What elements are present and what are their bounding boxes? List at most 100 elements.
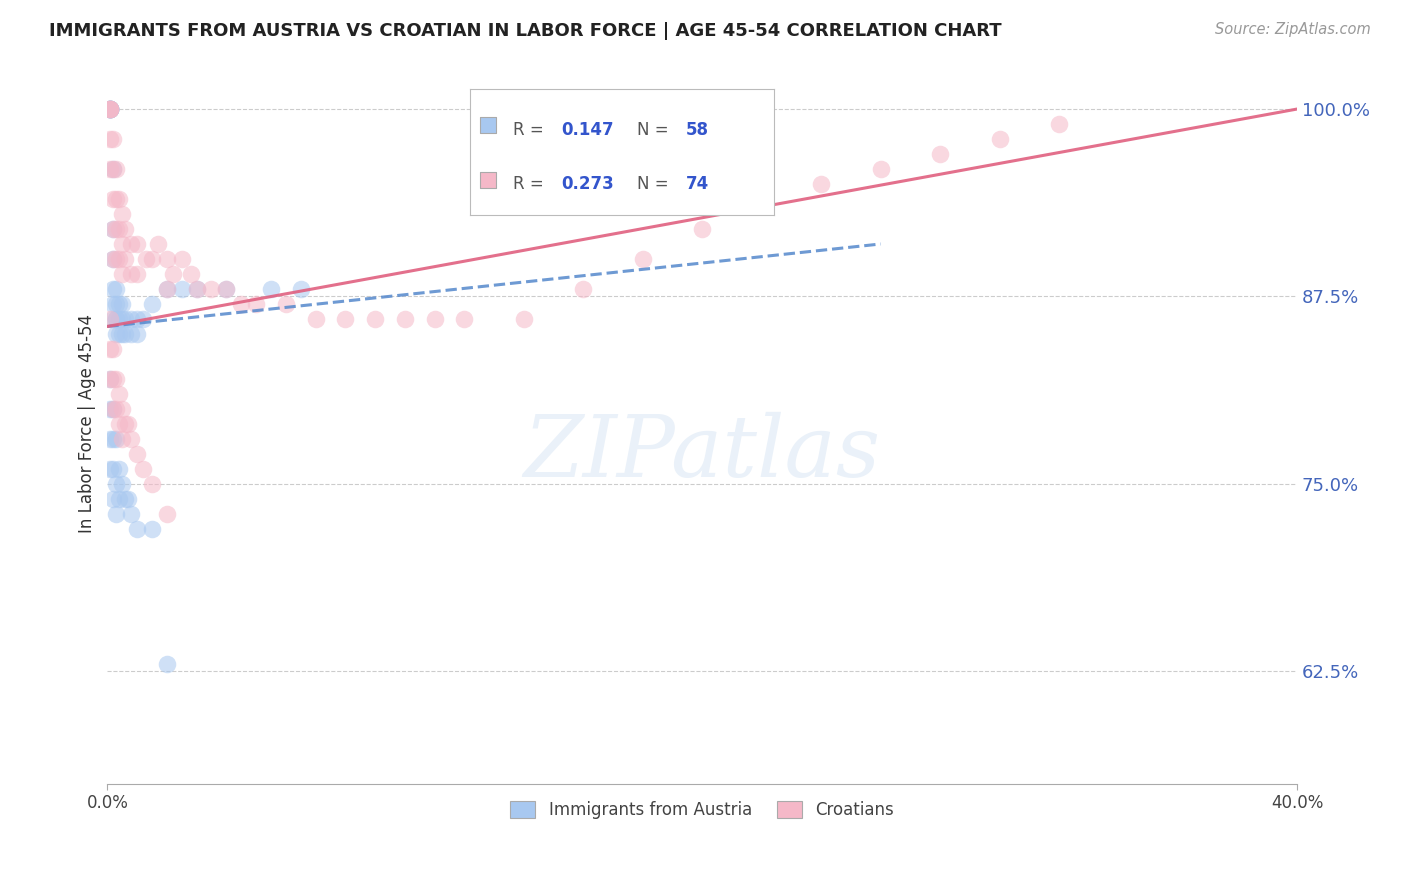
Point	[103, 401, 125, 416]
Point	[98, 462, 121, 476]
Point	[103, 222, 125, 236]
Point	[108, 417, 131, 431]
Point	[108, 192, 131, 206]
Point	[117, 417, 139, 431]
Point	[572, 282, 595, 296]
Point	[690, 222, 713, 236]
Point	[751, 192, 773, 206]
Point	[114, 252, 136, 266]
Point	[114, 491, 136, 506]
Point	[103, 282, 125, 296]
Point	[103, 312, 125, 326]
Point	[111, 326, 134, 341]
Point	[127, 326, 149, 341]
Point	[215, 282, 238, 296]
Point	[105, 326, 128, 341]
Point	[105, 432, 128, 446]
Point	[1047, 117, 1070, 131]
Point	[98, 312, 121, 326]
Point	[105, 507, 128, 521]
Point	[108, 222, 131, 236]
Point	[290, 282, 312, 296]
Point	[108, 387, 131, 401]
Point	[98, 102, 121, 116]
Point	[98, 102, 121, 116]
Point	[105, 252, 128, 266]
Point	[162, 267, 184, 281]
Point	[103, 252, 125, 266]
Point	[394, 312, 416, 326]
Point	[180, 267, 202, 281]
Point	[103, 432, 125, 446]
Point	[146, 237, 169, 252]
Legend: Immigrants from Austria, Croatians: Immigrants from Austria, Croatians	[503, 794, 901, 826]
Point	[103, 297, 125, 311]
Point	[98, 432, 121, 446]
Point	[111, 297, 134, 311]
Point	[98, 102, 121, 116]
Point	[274, 297, 297, 311]
Point	[170, 282, 193, 296]
Point	[98, 372, 121, 386]
Point	[364, 312, 387, 326]
Point	[105, 312, 128, 326]
Point	[186, 282, 208, 296]
Point	[111, 401, 134, 416]
Point	[98, 342, 121, 356]
Text: ZIPatlas: ZIPatlas	[523, 411, 880, 494]
Point	[108, 297, 131, 311]
Point	[105, 297, 128, 311]
Point	[186, 282, 208, 296]
Point	[170, 252, 193, 266]
Point	[108, 462, 131, 476]
Point	[120, 432, 142, 446]
Point	[156, 507, 179, 521]
Point	[127, 447, 149, 461]
Point	[141, 476, 163, 491]
Point	[245, 297, 267, 311]
Point	[98, 102, 121, 116]
Point	[103, 252, 125, 266]
Point	[105, 222, 128, 236]
Point	[98, 102, 121, 116]
Point	[127, 267, 149, 281]
Point	[127, 312, 149, 326]
Point	[98, 102, 121, 116]
Point	[103, 161, 125, 176]
Point	[103, 342, 125, 356]
Point	[111, 267, 134, 281]
Point	[98, 102, 121, 116]
Text: Source: ZipAtlas.com: Source: ZipAtlas.com	[1215, 22, 1371, 37]
Point	[98, 102, 121, 116]
Point	[141, 522, 163, 536]
Point	[105, 476, 128, 491]
Point	[103, 491, 125, 506]
Point	[98, 102, 121, 116]
Point	[132, 462, 155, 476]
Point	[114, 326, 136, 341]
Point	[304, 312, 326, 326]
Point	[103, 462, 125, 476]
Point	[156, 282, 179, 296]
Point	[929, 147, 952, 161]
Point	[114, 222, 136, 236]
Point	[98, 372, 121, 386]
Point	[108, 326, 131, 341]
Point	[631, 252, 654, 266]
Point	[111, 237, 134, 252]
Point	[111, 432, 134, 446]
Point	[120, 312, 142, 326]
Text: IMMIGRANTS FROM AUSTRIA VS CROATIAN IN LABOR FORCE | AGE 45-54 CORRELATION CHART: IMMIGRANTS FROM AUSTRIA VS CROATIAN IN L…	[49, 22, 1002, 40]
Point	[111, 207, 134, 221]
Point	[141, 297, 163, 311]
Y-axis label: In Labor Force | Age 45-54: In Labor Force | Age 45-54	[79, 314, 96, 533]
Point	[103, 192, 125, 206]
Point	[260, 282, 283, 296]
Point	[98, 161, 121, 176]
Point	[135, 252, 157, 266]
Point	[98, 102, 121, 116]
Point	[120, 326, 142, 341]
Point	[988, 132, 1011, 146]
Point	[335, 312, 357, 326]
Point	[156, 657, 179, 671]
